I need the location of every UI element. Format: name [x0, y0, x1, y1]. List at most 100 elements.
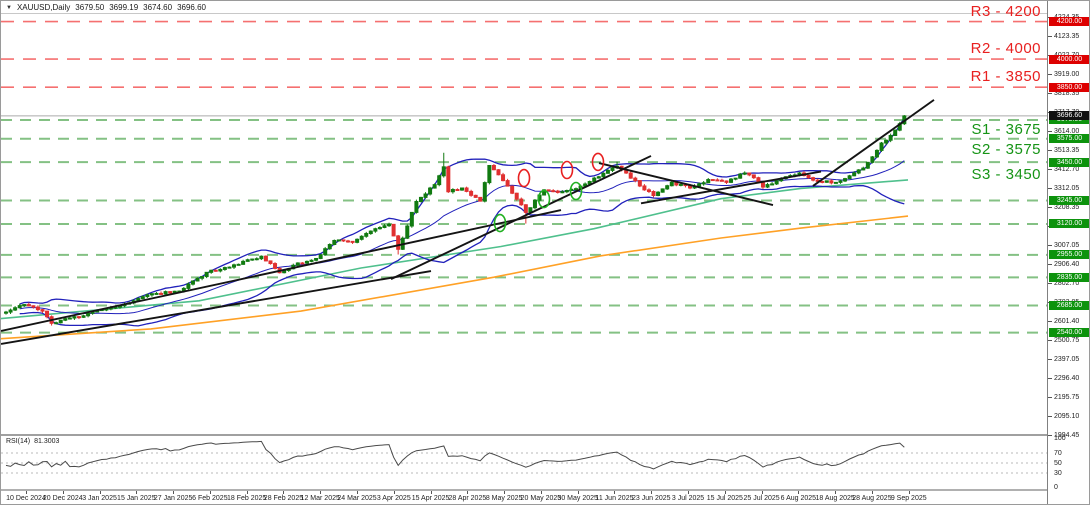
candle-body	[236, 263, 241, 266]
price-tick-mark	[1048, 245, 1052, 246]
red-ellipse-annotation	[591, 152, 605, 172]
bollinger-lower-band	[19, 185, 905, 327]
candle-body	[22, 304, 27, 307]
candle-body	[701, 182, 706, 185]
candle-body	[450, 189, 455, 193]
candle-body	[227, 266, 232, 269]
price-tick-label: 3513.35	[1054, 147, 1080, 154]
candle-body	[751, 174, 756, 179]
price-tick-label: 3818.35	[1054, 90, 1080, 97]
candle-body	[245, 259, 250, 262]
candle-body	[820, 180, 825, 183]
candle-body	[656, 191, 661, 196]
candle-body	[729, 178, 734, 183]
candle-body	[879, 142, 884, 151]
date-tick-mark	[724, 491, 726, 494]
price-tick-label: 3208.35	[1054, 204, 1080, 211]
candle-body	[446, 166, 451, 193]
time-axis[interactable]: 10 Dec 2024 20 Dec 2024 3 Jan 2025 15 Jan 2…	[1, 491, 1047, 504]
rsi-value: 81.3003	[34, 438, 60, 445]
candle-body	[63, 318, 68, 321]
candle-body	[209, 269, 214, 273]
date-label: 11 Jun 2025	[595, 495, 634, 502]
date-label: 23 Jun 2025	[631, 495, 671, 502]
resistance-label-r3: R3 - 4200	[970, 3, 1041, 20]
red-ellipse-annotation	[517, 168, 531, 188]
trendline	[812, 99, 935, 187]
date-label: 3 Jan 2025	[82, 495, 117, 502]
trendline	[640, 170, 822, 205]
candle-body	[888, 135, 893, 141]
resistance-price-badge: 4000.00	[1049, 55, 1089, 64]
price-tick-mark	[1048, 207, 1052, 208]
support-price-badge: 2955.00	[1049, 250, 1089, 259]
date-tick-mark	[246, 491, 248, 494]
date-tick-mark	[173, 491, 175, 494]
candle-body	[482, 182, 487, 202]
candle-body	[391, 223, 396, 237]
date-tick-mark	[393, 491, 395, 494]
date-label: 6 Feb 2025	[192, 495, 228, 502]
symbol-period-label: XAUUSD,Daily	[16, 3, 71, 12]
candle-body	[163, 291, 168, 295]
candle-body	[592, 177, 597, 183]
date-tick-mark	[577, 491, 579, 494]
price-tick-label: 2906.40	[1054, 261, 1080, 268]
price-tick-mark	[1048, 397, 1052, 398]
candle-body	[678, 183, 683, 186]
date-tick-mark	[540, 491, 542, 494]
candle-body	[405, 225, 410, 239]
candle-body	[514, 192, 519, 200]
candle-body	[346, 240, 350, 243]
candle-body	[884, 139, 889, 144]
candle-body	[40, 309, 45, 312]
price-axis[interactable]: 4224.354123.354022.703919.003818.353717.…	[1048, 1, 1089, 491]
candle-body	[441, 166, 446, 177]
candle-body	[418, 196, 423, 202]
trendline	[1, 209, 562, 332]
resistance-price-badge: 4200.00	[1049, 17, 1089, 26]
candle-body	[76, 316, 81, 319]
candle-body	[437, 175, 442, 186]
candle-body	[564, 190, 569, 193]
main-chart-canvas[interactable]	[1, 1, 1047, 434]
chart-top-border	[1, 13, 1047, 14]
date-tick-mark	[835, 491, 837, 494]
price-tick-mark	[1048, 150, 1052, 151]
trendline	[1, 270, 432, 345]
candle-body	[824, 180, 829, 183]
candle-body	[715, 179, 720, 182]
candle-body	[861, 167, 866, 171]
date-tick-mark	[320, 491, 322, 494]
price-tick-label: 2195.75	[1054, 394, 1080, 401]
candle-body	[4, 311, 8, 314]
candle-body	[660, 188, 665, 193]
support-price-badge: 3450.00	[1049, 158, 1089, 167]
support-label-s3: S3 - 3450	[971, 166, 1041, 183]
high-value: 3699.19	[109, 3, 139, 12]
date-label: 24 Mar 2025	[337, 495, 377, 502]
rsi-canvas[interactable]	[1, 434, 1047, 491]
price-tick-label: 2601.40	[1054, 318, 1080, 325]
date-label: 12 Mar 2025	[300, 495, 340, 502]
support-label-s1: S1 - 3675	[971, 121, 1041, 138]
date-tick-mark	[62, 491, 64, 494]
candle-body	[610, 167, 615, 171]
candle-body	[35, 306, 40, 311]
red-ellipse-annotation	[560, 160, 574, 180]
trendline	[598, 162, 774, 206]
candle-body	[327, 244, 332, 250]
candle-body	[874, 149, 879, 158]
candle-body	[843, 178, 848, 182]
candle-body	[733, 177, 738, 180]
candle-body	[222, 267, 227, 270]
candle-body	[250, 258, 255, 261]
date-label: 10 Dec 2024	[6, 495, 46, 502]
green-ma-line	[1, 179, 909, 320]
candle-body	[309, 259, 314, 262]
candle-body	[765, 184, 770, 188]
candle-body	[852, 172, 857, 177]
candle-body	[355, 238, 360, 243]
collapse-arrow-icon[interactable]: ▼	[6, 4, 12, 11]
rsi-indicator-label: RSI(14)	[6, 438, 31, 445]
